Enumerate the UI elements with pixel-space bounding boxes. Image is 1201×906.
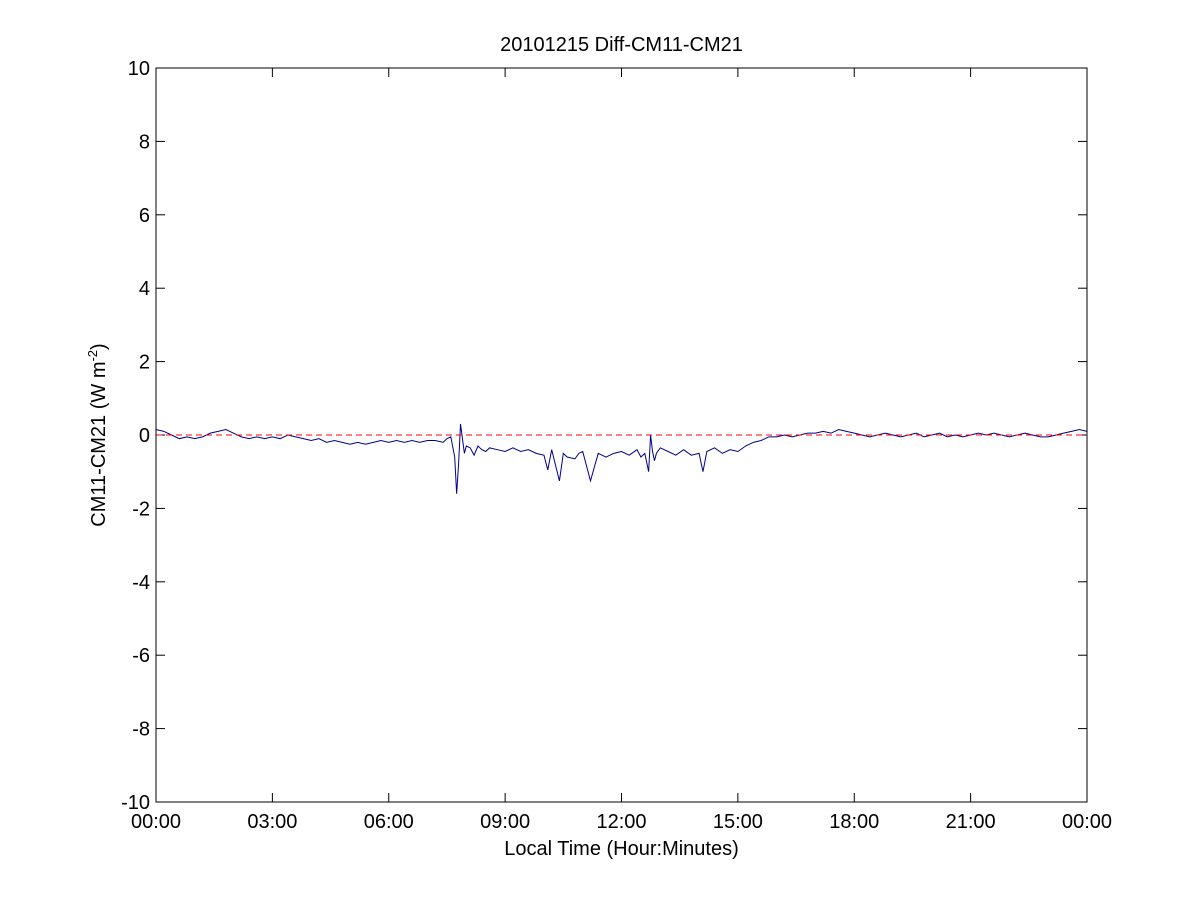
plot-frame [155,67,1088,803]
y-tick-label: -6 [132,645,150,667]
x-tick-label: 21:00 [946,811,996,833]
x-tick-label: 15:00 [713,811,763,833]
y-tick-label: 10 [128,58,150,80]
x-tick-label: 09:00 [480,811,530,833]
y-axis-label-close: ) [88,343,110,350]
y-tick-label: -8 [132,719,150,741]
x-tick-label: 12:00 [596,811,646,833]
chart-title: 20101215 Diff-CM11-CM21 [500,34,743,56]
y-tick-label: -10 [121,792,150,814]
x-tick-label: 18:00 [829,811,879,833]
x-tick-label: 00:00 [1062,811,1112,833]
x-tick-label: 03:00 [247,811,297,833]
y-tick-label: 8 [139,131,150,153]
x-tick-label: 06:00 [364,811,414,833]
x-tick-label: 00:00 [131,811,181,833]
y-tick-label: 0 [139,425,150,447]
series-layer [155,423,1088,494]
y-tick-label: 6 [139,205,150,227]
y-axis-label-superscript: -2 [85,350,100,362]
y-tick-label: 2 [139,352,150,374]
y-tick-label: -4 [132,572,150,594]
x-axis-label: Local Time (Hour:Minutes) [504,838,739,860]
y-tick-label: 4 [139,278,150,300]
labels-layer: 00:00 03:00 06:00 09:00 12:00 15:00 18:00 21:00… [121,58,1112,833]
y-tick-label: -2 [132,498,150,520]
y-axis-label-main: CM11-CM21 (W m [88,362,110,527]
y-axis-label: CM11-CM21 (W m-2) [85,343,110,526]
